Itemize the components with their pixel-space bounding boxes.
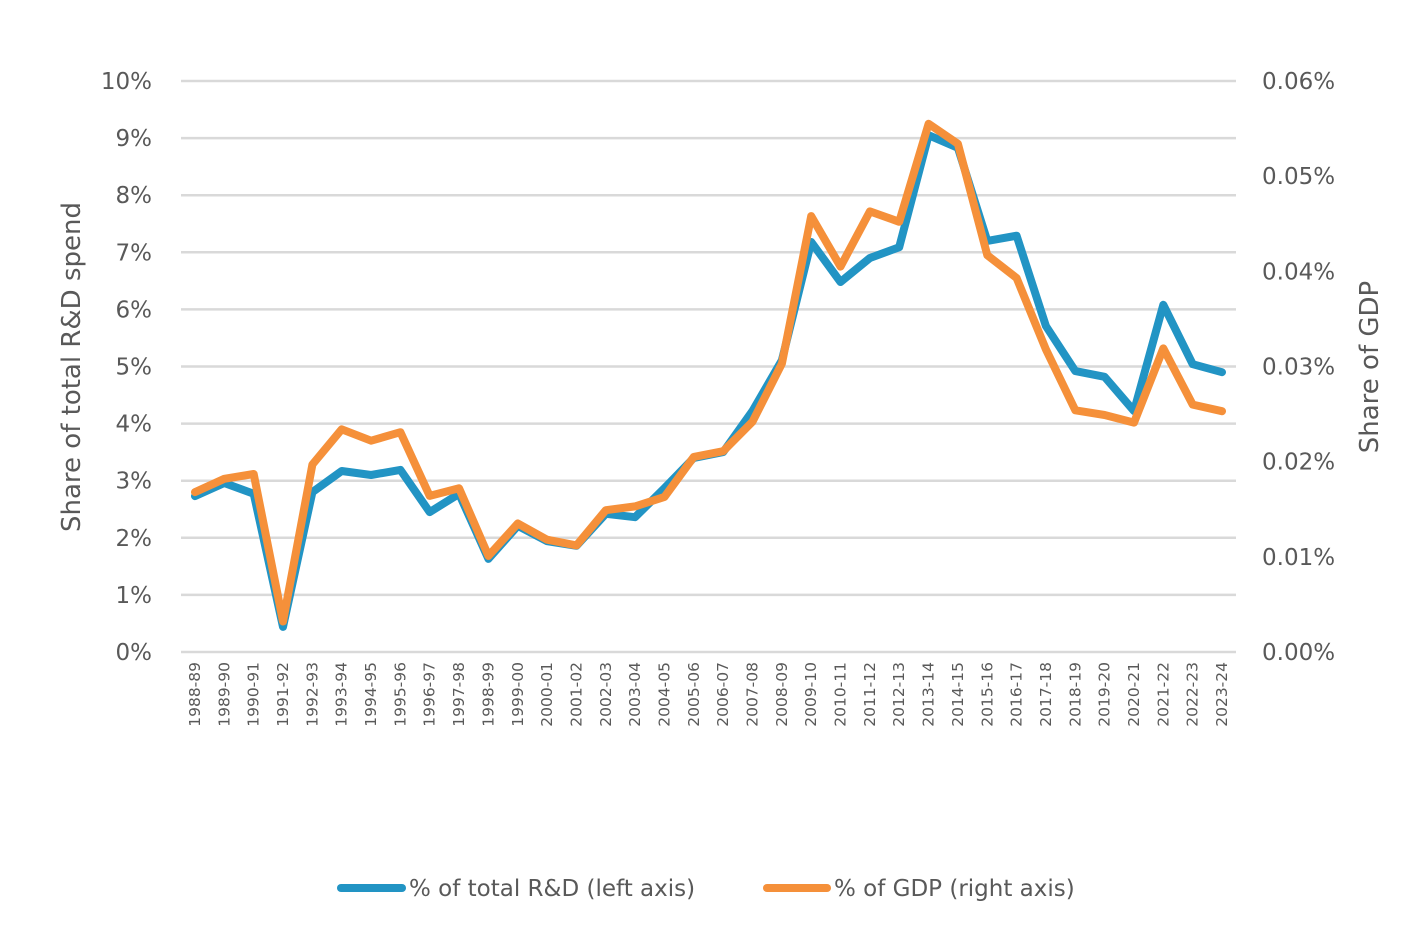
left-tick-label: 3% xyxy=(116,469,153,495)
series-lines xyxy=(191,119,1226,631)
right-axis-title: Share of GDP xyxy=(1355,281,1385,453)
x-tick-label: 1999-00 xyxy=(509,662,527,727)
x-tick-label: 2018-19 xyxy=(1066,662,1084,727)
series-line-total-rd xyxy=(191,131,1226,631)
x-tick-label: 2009-10 xyxy=(802,662,820,727)
x-tick-label: 2007-08 xyxy=(744,662,762,727)
left-tick-label: 8% xyxy=(116,183,153,209)
x-tick-label: 1988-89 xyxy=(186,662,204,727)
right-axis-ticks: 0.00% 0.01% 0.02% 0.03% 0.04% 0.05% 0.06% xyxy=(1262,69,1335,666)
x-tick-label: 2023-24 xyxy=(1213,662,1231,727)
right-tick-label: 0.00% xyxy=(1262,640,1335,666)
left-tick-label: 7% xyxy=(116,240,153,266)
legend-label-total-rd: % of total R&D (left axis) xyxy=(409,876,695,902)
x-tick-label: 2010-11 xyxy=(832,662,850,727)
x-tick-label: 2002-03 xyxy=(597,662,615,727)
x-tick-label: 1989-90 xyxy=(215,662,233,727)
left-tick-label: 1% xyxy=(116,583,153,609)
right-tick-label: 0.01% xyxy=(1262,545,1335,571)
left-tick-label: 4% xyxy=(116,412,153,438)
left-axis-ticks: 0% 1% 2% 3% 4% 5% 6% 7% 8% 9% 10% xyxy=(101,69,152,666)
x-tick-label: 2011-12 xyxy=(861,662,879,727)
left-tick-label: 6% xyxy=(116,297,153,323)
legend-item-gdp: % of GDP (right axis) xyxy=(763,876,1075,902)
x-tick-label: 2016-17 xyxy=(1008,662,1026,727)
left-tick-label: 0% xyxy=(116,640,153,666)
x-tick-label: 2008-09 xyxy=(773,662,791,727)
x-tick-label: 1991-92 xyxy=(274,662,292,727)
right-tick-label: 0.02% xyxy=(1262,450,1335,476)
right-tick-label: 0.03% xyxy=(1262,355,1335,381)
x-tick-label: 2012-13 xyxy=(890,662,908,727)
left-tick-label: 5% xyxy=(116,355,153,381)
x-tick-label: 1997-98 xyxy=(450,662,468,727)
x-tick-label: 1992-93 xyxy=(303,662,321,727)
x-tick-label: 2003-04 xyxy=(626,662,644,727)
x-tick-label: 1996-97 xyxy=(421,662,439,727)
x-tick-label: 2022-23 xyxy=(1184,662,1202,727)
legend-label-gdp: % of GDP (right axis) xyxy=(834,876,1075,902)
series-line-gdp xyxy=(191,119,1226,626)
x-tick-label: 2001-02 xyxy=(567,662,585,727)
x-tick-label: 2004-05 xyxy=(655,662,673,727)
left-tick-label: 2% xyxy=(116,526,153,552)
left-tick-label: 9% xyxy=(116,126,153,152)
x-tick-label: 2013-14 xyxy=(920,662,938,727)
right-tick-label: 0.06% xyxy=(1262,69,1335,95)
left-axis-title: Share of total R&D spend xyxy=(57,202,87,532)
x-tick-label: 2015-16 xyxy=(978,662,996,727)
x-tick-label: 1994-95 xyxy=(362,662,380,727)
x-tick-label: 2000-01 xyxy=(538,662,556,727)
legend-item-total-rd: % of total R&D (left axis) xyxy=(337,876,695,902)
right-tick-label: 0.04% xyxy=(1262,259,1335,285)
x-tick-label: 2020-21 xyxy=(1125,662,1143,727)
x-axis-ticks: 1988-89 1989-90 1990-91 1991-92 1992-93 1993-… xyxy=(186,662,1231,727)
x-tick-label: 1998-99 xyxy=(479,662,497,727)
legend: % of total R&D (left axis) % of GDP (rig… xyxy=(337,876,1075,902)
x-tick-label: 1993-94 xyxy=(333,662,351,727)
x-tick-label: 1990-91 xyxy=(245,662,263,727)
gridlines xyxy=(181,79,1236,654)
x-tick-label: 1995-96 xyxy=(391,662,409,727)
x-tick-label: 2006-07 xyxy=(714,662,732,727)
right-tick-label: 0.05% xyxy=(1262,164,1335,190)
left-tick-label: 10% xyxy=(101,69,152,95)
x-tick-label: 2019-20 xyxy=(1096,662,1114,727)
x-tick-label: 2005-06 xyxy=(685,662,703,727)
x-tick-label: 2014-15 xyxy=(949,662,967,727)
x-tick-label: 2017-18 xyxy=(1037,662,1055,727)
x-tick-label: 2021-22 xyxy=(1154,662,1172,727)
